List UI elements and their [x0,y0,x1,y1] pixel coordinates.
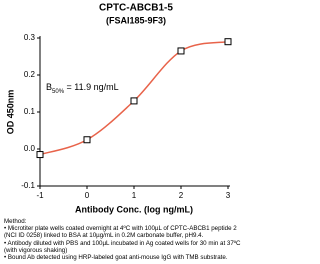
y-tick-label: 0.3 [24,33,36,42]
x-tick-label: -1 [36,191,44,200]
annotation-subscript: 50% [52,89,65,95]
annotation-symbol: B [46,82,52,92]
data-point [177,47,185,55]
annotation-text: = 11.9 ng/mL [64,82,119,92]
chart-subtitle: (FSAI185-9F3) [106,15,166,25]
method: Method: • Microtiter plate wells coated … [4,218,250,261]
method-item: • Antibody diluted with PBS and 100µL in… [4,239,241,254]
chart-title: CPTC-ABCB1-5 [99,3,173,14]
y-tick-label: -0.1 [21,181,35,190]
y-tick-label: 0.2 [24,70,36,79]
y-tick-label: 0.0 [24,144,36,153]
chart: CPTC-ABCB1-5 (FSAI185-9F3) OD 450nm Anti… [5,3,232,214]
page: CPTC-ABCB1-5 (FSAI185-9F3) OD 450nm Anti… [4,3,250,261]
x-tick-label: 0 [85,191,90,200]
x-tick-label: 1 [132,191,137,200]
y-tick-label: 0.1 [24,107,36,116]
method-heading: Method: [4,218,27,225]
annotation: B50% = 11.9 ng/mL [46,82,119,94]
method-item: • Bound Ab detected using HRP-labeled go… [4,254,228,262]
method-item: • Microtiter plate wells coated overnigh… [4,225,237,240]
data-point [130,97,138,105]
x-tick-label: 2 [179,191,184,200]
y-axis-label: OD 450nm [5,90,15,135]
data-point [83,136,91,144]
data-point [36,151,44,159]
x-axis-label: Antibody Conc. (log ng/mL) [75,204,193,214]
x-tick-label: 3 [226,191,231,200]
data-point [224,38,232,46]
